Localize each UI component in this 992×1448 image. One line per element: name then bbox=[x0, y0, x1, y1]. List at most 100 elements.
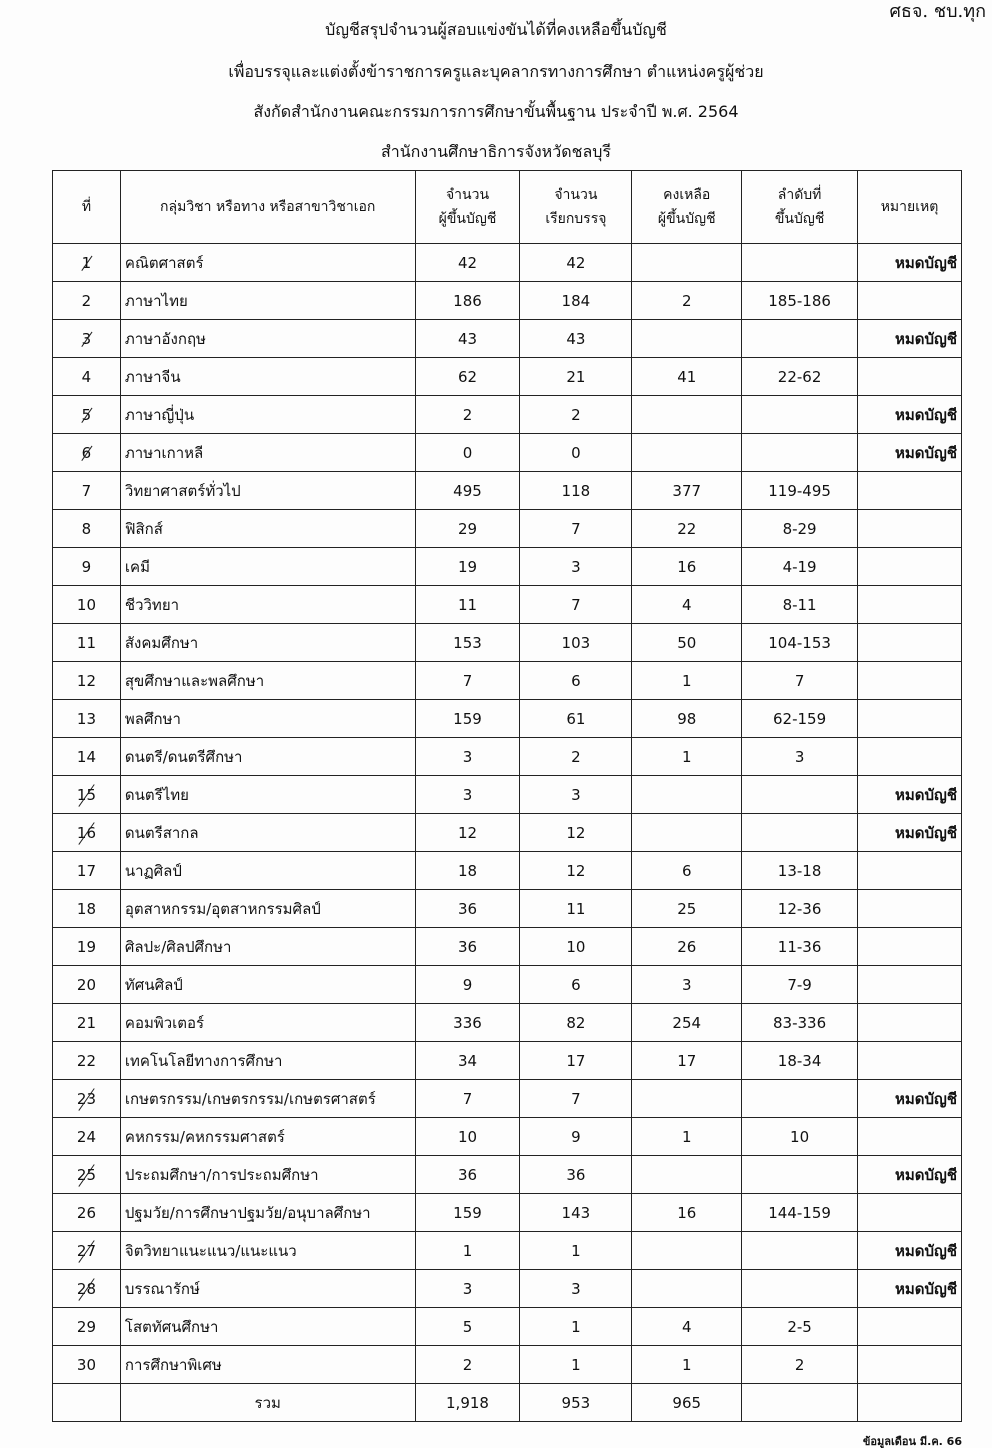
listed-count: 7 bbox=[462, 671, 473, 690]
subject-name-cell: ภาษาอังกฤษ bbox=[119, 319, 416, 358]
subject-name-cell: การศึกษาพิเศษ bbox=[119, 1345, 416, 1384]
subject-name: บรรณารักษ์ bbox=[124, 1279, 200, 1298]
remaining-count: 377 bbox=[672, 481, 702, 500]
called-count: 2 bbox=[571, 747, 581, 766]
called-count-cell: 43 bbox=[519, 319, 633, 358]
subject-name: ภาษาไทย bbox=[124, 291, 188, 310]
total-no-cell bbox=[52, 1383, 121, 1422]
remaining-count: 4 bbox=[681, 1317, 692, 1336]
subject-name-cell: อุตสาหกรรม/อุตสาหกรรมศิลป์ bbox=[119, 889, 416, 928]
listed-count-cell: 43 bbox=[414, 319, 521, 358]
table-row: 13 พลศึกษา 159 61 98 62-159 bbox=[52, 699, 962, 738]
listed-count-cell: 3 bbox=[414, 737, 521, 776]
remaining-count: 25 bbox=[677, 899, 697, 918]
remaining-count-cell: 22 bbox=[631, 509, 743, 548]
rank-range: 8-29 bbox=[782, 519, 817, 538]
remaining-count: 17 bbox=[677, 1051, 697, 1070]
subject-name-cell: ดนตรีไทย bbox=[119, 775, 416, 814]
remark-cell: หมดบัญชี bbox=[857, 433, 962, 472]
remaining-count: 1 bbox=[681, 1355, 692, 1374]
subject-name: ภาษาอังกฤษ bbox=[124, 329, 206, 348]
subject-name-cell: พลศึกษา bbox=[119, 699, 416, 738]
table-row: 14 ดนตรี/ดนตรีศึกษา 3 2 1 3 bbox=[52, 737, 962, 776]
header-rank: ลำดับที่ ขึ้นบัญชี bbox=[741, 170, 859, 244]
subject-name-cell: นาฏศิลป์ bbox=[119, 851, 416, 890]
called-count-cell: 17 bbox=[519, 1041, 633, 1080]
subject-name: จิตวิทยาแนะแนว/แนะแนว bbox=[124, 1241, 297, 1260]
subject-name: ดนตรี/ดนตรีศึกษา bbox=[124, 747, 243, 766]
subject-name-cell: ทัศนศิลป์ bbox=[119, 965, 416, 1004]
row-number: 25 bbox=[76, 1165, 96, 1184]
rank-range-cell: 12-36 bbox=[741, 889, 859, 928]
called-count-cell: 6 bbox=[519, 965, 633, 1004]
remaining-count: 3 bbox=[681, 975, 692, 994]
called-count: 0 bbox=[571, 443, 581, 462]
remaining-count-cell: 98 bbox=[631, 699, 743, 738]
table-row: 16 ดนตรีสากล 12 12 หมดบัญชี bbox=[52, 813, 962, 852]
called-count-cell: 103 bbox=[519, 623, 633, 662]
called-count: 103 bbox=[561, 633, 591, 652]
table-row: 10 ชีววิทยา 11 7 4 8-11 bbox=[52, 585, 962, 624]
rank-range-cell bbox=[741, 433, 859, 472]
called-count-cell: 7 bbox=[519, 585, 633, 624]
rank-range: 7-9 bbox=[787, 975, 812, 994]
subject-name: สุขศึกษาและพลศึกษา bbox=[124, 671, 265, 690]
subject-name: ชีววิทยา bbox=[124, 595, 180, 614]
called-count: 3 bbox=[571, 557, 581, 576]
rank-range-cell bbox=[741, 243, 859, 282]
remaining-count: 50 bbox=[677, 633, 697, 652]
remaining-count-cell: 1 bbox=[631, 737, 743, 776]
called-count-cell: 118 bbox=[519, 471, 633, 510]
rank-range-cell: 8-29 bbox=[741, 509, 859, 548]
total-label: รวม bbox=[119, 1383, 416, 1422]
table-row: 22 เทคโนโลยีทางการศึกษา 34 17 17 18-34 bbox=[52, 1041, 962, 1080]
table-row: 4 ภาษาจีน 62 21 41 22-62 bbox=[52, 357, 962, 396]
listed-count: 36 bbox=[457, 899, 478, 918]
table-row: 5 ภาษาญี่ปุ่น 2 2 หมดบัญชี bbox=[52, 395, 962, 434]
called-count-cell: 10 bbox=[519, 927, 633, 966]
remark-cell bbox=[857, 547, 962, 586]
remaining-count-cell bbox=[631, 319, 743, 358]
remaining-count-cell bbox=[631, 1269, 743, 1308]
listed-count: 10 bbox=[457, 1127, 478, 1146]
rank-range-cell: 185-186 bbox=[741, 281, 859, 320]
table-row: 15 ดนตรีไทย 3 3 หมดบัญชี bbox=[52, 775, 962, 814]
listed-count-cell: 10 bbox=[414, 1117, 521, 1156]
row-number: 10 bbox=[76, 595, 96, 614]
called-count-cell: 0 bbox=[519, 433, 633, 472]
called-count: 3 bbox=[571, 785, 581, 804]
remark: หมดบัญชี bbox=[895, 1241, 957, 1260]
listed-count: 12 bbox=[457, 823, 478, 842]
remark: หมดบัญชี bbox=[895, 1089, 957, 1108]
called-count: 9 bbox=[571, 1127, 581, 1146]
header-listed-2: ผู้ขึ้นบัญชี bbox=[438, 211, 497, 227]
listed-count: 36 bbox=[457, 1165, 478, 1184]
rank-range: 18-34 bbox=[777, 1051, 822, 1070]
listed-count-cell: 19 bbox=[414, 547, 521, 586]
rank-range: 104-153 bbox=[768, 633, 831, 652]
remark-cell bbox=[857, 737, 962, 776]
subject-name: ศิลปะ/ศิลปศึกษา bbox=[124, 937, 232, 956]
listed-count-cell: 336 bbox=[414, 1003, 521, 1042]
header-called-1: จำนวน bbox=[554, 187, 598, 203]
row-number-cell: 15 bbox=[52, 775, 121, 814]
remark-cell bbox=[857, 623, 962, 662]
table-row: 28 บรรณารักษ์ 3 3 หมดบัญชี bbox=[52, 1269, 962, 1308]
table-row: 6 ภาษาเกาหลี 0 0 หมดบัญชี bbox=[52, 433, 962, 472]
listed-count-cell: 159 bbox=[414, 1193, 521, 1232]
listed-count-cell: 0 bbox=[414, 433, 521, 472]
remark-cell: หมดบัญชี bbox=[857, 1269, 962, 1308]
remark-cell bbox=[857, 1193, 962, 1232]
subject-name: ดนตรีสากล bbox=[124, 823, 199, 842]
remark: หมดบัญชี bbox=[895, 785, 957, 804]
data-date-footer: ข้อมูลเดือน มี.ค. 66 bbox=[862, 1435, 962, 1448]
remark-cell: หมดบัญชี bbox=[857, 1079, 962, 1118]
remark-cell bbox=[857, 1307, 962, 1346]
remaining-count: 41 bbox=[677, 367, 697, 386]
remaining-count: 6 bbox=[681, 861, 692, 880]
title-line-1: บัญชีสรุปจำนวนผู้สอบแข่งขันได้ที่คงเหลือ… bbox=[325, 20, 667, 39]
remaining-count-cell bbox=[631, 775, 743, 814]
remaining-count-cell bbox=[631, 433, 743, 472]
called-count: 21 bbox=[566, 367, 586, 386]
